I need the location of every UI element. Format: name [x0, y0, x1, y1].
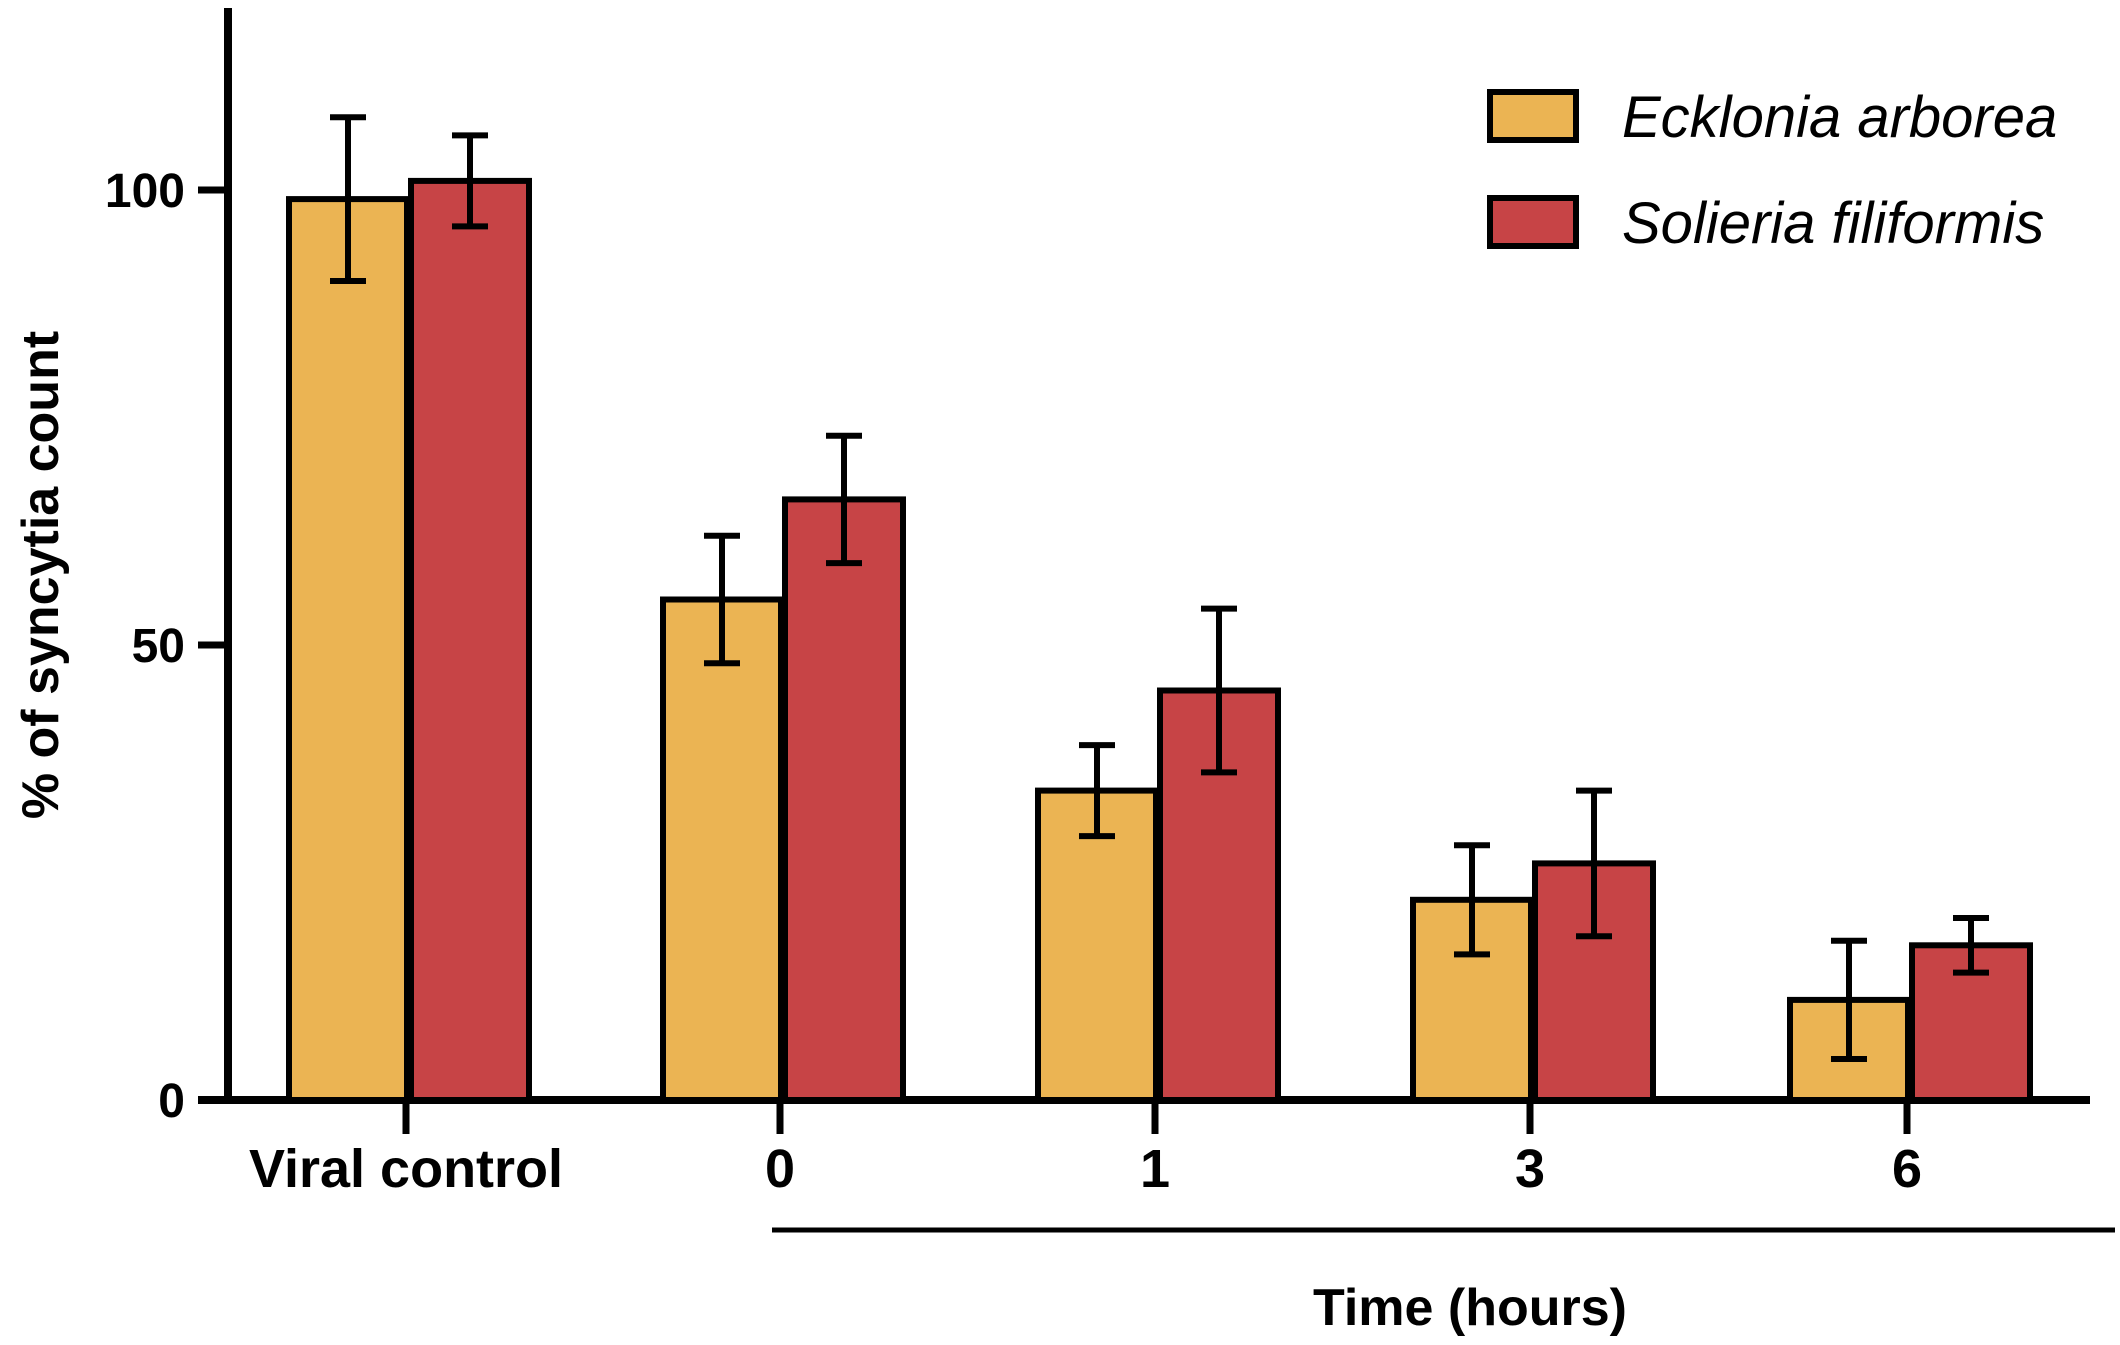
x-category-label: 1	[1140, 1139, 1170, 1199]
y-tick-label: 0	[158, 1075, 185, 1128]
y-tick-label: 50	[132, 620, 185, 673]
legend-label-ecklonia: Ecklonia arborea	[1622, 85, 2057, 150]
bar-solieria	[408, 177, 532, 1103]
x-category-label: 6	[1892, 1139, 1922, 1199]
bar-ecklonia	[660, 596, 784, 1103]
x-category-label: 3	[1515, 1139, 1545, 1199]
y-tick-label: 100	[105, 165, 185, 218]
legend-swatch-solieria	[1487, 195, 1579, 249]
x-category-label: 0	[765, 1139, 795, 1199]
legend-swatch-ecklonia	[1487, 89, 1579, 143]
y-axis-title: % of syncytia count	[12, 331, 70, 819]
bar-ecklonia	[286, 196, 410, 1104]
x-category-label: Viral control	[249, 1139, 563, 1199]
x-axis-title: Time (hours)	[1313, 1279, 1627, 1337]
legend-label-solieria: Solieria filiformis	[1622, 191, 2044, 256]
bar-ecklonia	[1035, 787, 1159, 1103]
bar-solieria	[782, 496, 906, 1103]
